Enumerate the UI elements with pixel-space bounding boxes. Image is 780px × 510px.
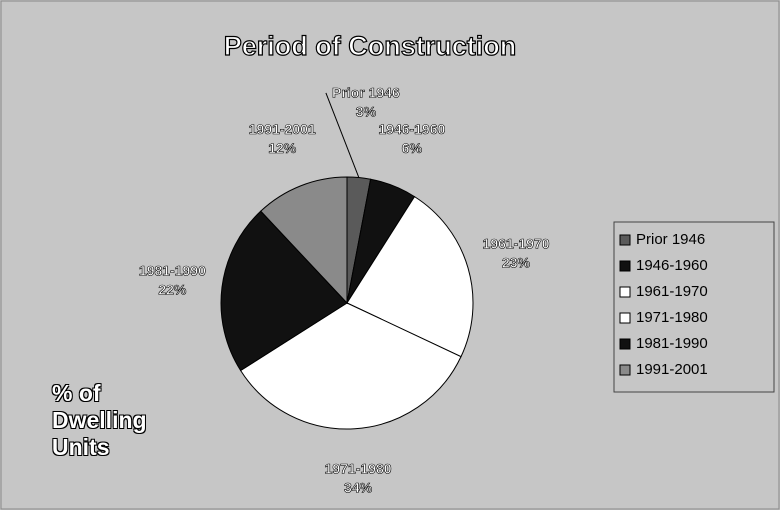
- slice-value-label: 6%: [402, 140, 423, 156]
- legend-box: [613, 221, 775, 393]
- pie-slice: [260, 176, 348, 305]
- slice-label: 1971-1980: [325, 460, 392, 476]
- slice-label: 1991-2001: [249, 121, 316, 137]
- pie-slice: [346, 195, 474, 358]
- slice-value-label: 22%: [158, 282, 187, 298]
- legend-swatch: [619, 286, 631, 298]
- leader-line: [325, 92, 360, 178]
- legend-swatch: [619, 234, 631, 246]
- legend-label: 1946-1960: [636, 257, 708, 274]
- pie-slice: [239, 302, 462, 430]
- slice-label: 1981-1990: [139, 263, 206, 279]
- legend-label: 1961-1970: [636, 283, 708, 300]
- chart-title: Period of Construction: [224, 31, 517, 61]
- slice-value-label: 3%: [356, 104, 377, 120]
- legend-swatch: [619, 312, 631, 324]
- annotation: % of Dwelling Units: [52, 380, 147, 460]
- legend-label: 1971-1980: [636, 309, 708, 326]
- legend-swatch: [619, 364, 631, 376]
- slice-value-label: 12%: [268, 140, 297, 156]
- slice-label: 1961-1970: [483, 236, 550, 252]
- legend-label: 1981-1990: [636, 335, 708, 352]
- legend-swatch: [619, 260, 631, 272]
- slice-value-label: 34%: [344, 479, 373, 495]
- legend-label: Prior 1946: [636, 231, 705, 248]
- slice-label: 1946-1960: [378, 121, 445, 137]
- slice-value-label: 23%: [502, 255, 531, 271]
- legend-swatch: [619, 338, 631, 350]
- legend-label: 1991-2001: [636, 361, 708, 378]
- pie-slice: [220, 210, 348, 372]
- slice-label: Prior 1946: [332, 85, 400, 101]
